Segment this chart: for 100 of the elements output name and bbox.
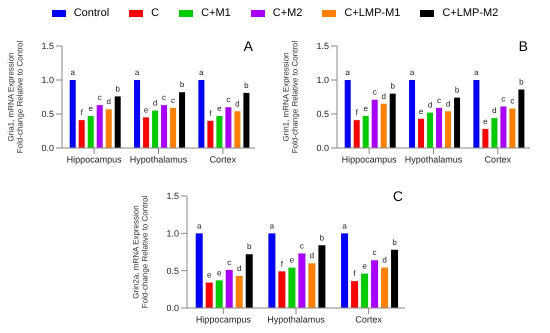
bar <box>362 116 369 148</box>
bar <box>88 116 94 148</box>
y-tick-label: 0.5 <box>166 266 179 276</box>
bar <box>381 268 388 308</box>
data-label: c <box>510 96 514 106</box>
data-label: a <box>196 221 202 230</box>
legend-label: C+M1 <box>201 7 231 19</box>
data-label: f <box>280 259 284 268</box>
x-tick-label: Hippocampus <box>342 154 398 164</box>
y-axis-title: Grin2a, mRNA Expression Fold-change Relative to Control <box>132 196 150 308</box>
data-label: f <box>80 108 84 118</box>
data-label: e <box>483 116 488 126</box>
data-label: f <box>353 269 356 278</box>
bar <box>96 105 103 148</box>
data-label: c <box>501 94 506 104</box>
y-tick-label: 1.0 <box>316 75 329 86</box>
data-label: d <box>446 99 450 108</box>
annotation: A <box>244 38 253 54</box>
bar <box>371 260 378 308</box>
data-label: b <box>519 78 524 87</box>
bar <box>500 106 506 148</box>
data-label: e <box>362 262 368 271</box>
annotation: B <box>518 38 528 54</box>
data-label: a <box>270 221 275 230</box>
data-label: b <box>454 86 460 95</box>
bar <box>473 80 480 148</box>
y-tick-label: 1.0 <box>166 228 179 239</box>
bar <box>454 98 460 148</box>
data-label: c <box>372 248 377 258</box>
y-tick-label: 1.5 <box>41 41 54 52</box>
bar <box>361 274 368 308</box>
data-label: c <box>300 241 304 250</box>
bar <box>445 111 452 148</box>
bar <box>196 233 203 308</box>
data-label: e <box>88 104 94 114</box>
bar <box>427 112 434 148</box>
data-label: a <box>410 68 415 77</box>
data-label: c <box>162 93 166 102</box>
bar <box>318 245 326 308</box>
data-label: f <box>209 108 212 118</box>
bar <box>518 90 524 148</box>
legend-label: C+M2 <box>272 7 302 19</box>
legend-label: C+LMP-M2 <box>442 7 498 19</box>
bar <box>344 80 351 148</box>
data-label: d <box>428 100 432 110</box>
data-label: b <box>115 84 120 94</box>
data-label: a <box>474 68 480 77</box>
bar <box>372 100 378 148</box>
y-tick-label: 0.0 <box>316 143 329 154</box>
data-label: d <box>236 264 242 273</box>
bar <box>351 281 358 308</box>
bar <box>390 94 396 148</box>
bar <box>106 109 112 148</box>
data-label: d <box>492 106 497 116</box>
bar <box>268 233 276 308</box>
data-label: c <box>227 258 232 267</box>
bar <box>179 92 186 148</box>
bar <box>354 120 360 148</box>
x-tick-label: Hypothalamus <box>267 314 326 324</box>
bar <box>341 233 348 308</box>
data-label: e <box>217 104 222 114</box>
data-label: e <box>363 104 368 114</box>
bar <box>161 105 168 148</box>
x-tick-label: Cortex <box>484 154 512 164</box>
data-label: a <box>70 68 76 77</box>
data-label: b <box>390 82 396 91</box>
data-label: a <box>199 68 204 77</box>
bar <box>207 120 214 148</box>
bar <box>482 128 488 148</box>
x-tick-label: Cortex <box>210 154 237 164</box>
x-tick-label: Hypothalamus <box>130 154 188 164</box>
bar <box>170 108 176 148</box>
bar <box>143 117 150 148</box>
y-tick-label: 1.5 <box>166 191 179 202</box>
bar <box>509 108 516 148</box>
data-label: d <box>106 97 111 106</box>
y-axis-title: Grin1, mRNA Expression Fold-change Relative to Control <box>282 40 300 154</box>
data-label: b <box>320 233 325 242</box>
data-label: f <box>356 108 359 118</box>
bar <box>198 80 204 148</box>
bar <box>298 253 306 308</box>
data-label: e <box>144 105 149 114</box>
bar <box>78 120 85 148</box>
y-tick-label: 1.0 <box>41 75 54 86</box>
bar <box>278 271 286 308</box>
data-label: a <box>345 68 350 77</box>
bar <box>226 270 233 308</box>
annotation: C <box>392 188 403 204</box>
data-label: b <box>244 80 250 90</box>
bar <box>216 116 222 148</box>
data-label: c <box>437 96 442 105</box>
bar <box>491 118 498 148</box>
data-label: a <box>342 221 348 230</box>
data-label: d <box>152 98 158 108</box>
legend-label: C+LMP-M1 <box>344 7 400 19</box>
data-label: d <box>310 251 314 260</box>
bar <box>308 263 316 308</box>
data-label: b <box>246 242 252 252</box>
bar <box>134 80 140 148</box>
bar <box>114 96 121 148</box>
